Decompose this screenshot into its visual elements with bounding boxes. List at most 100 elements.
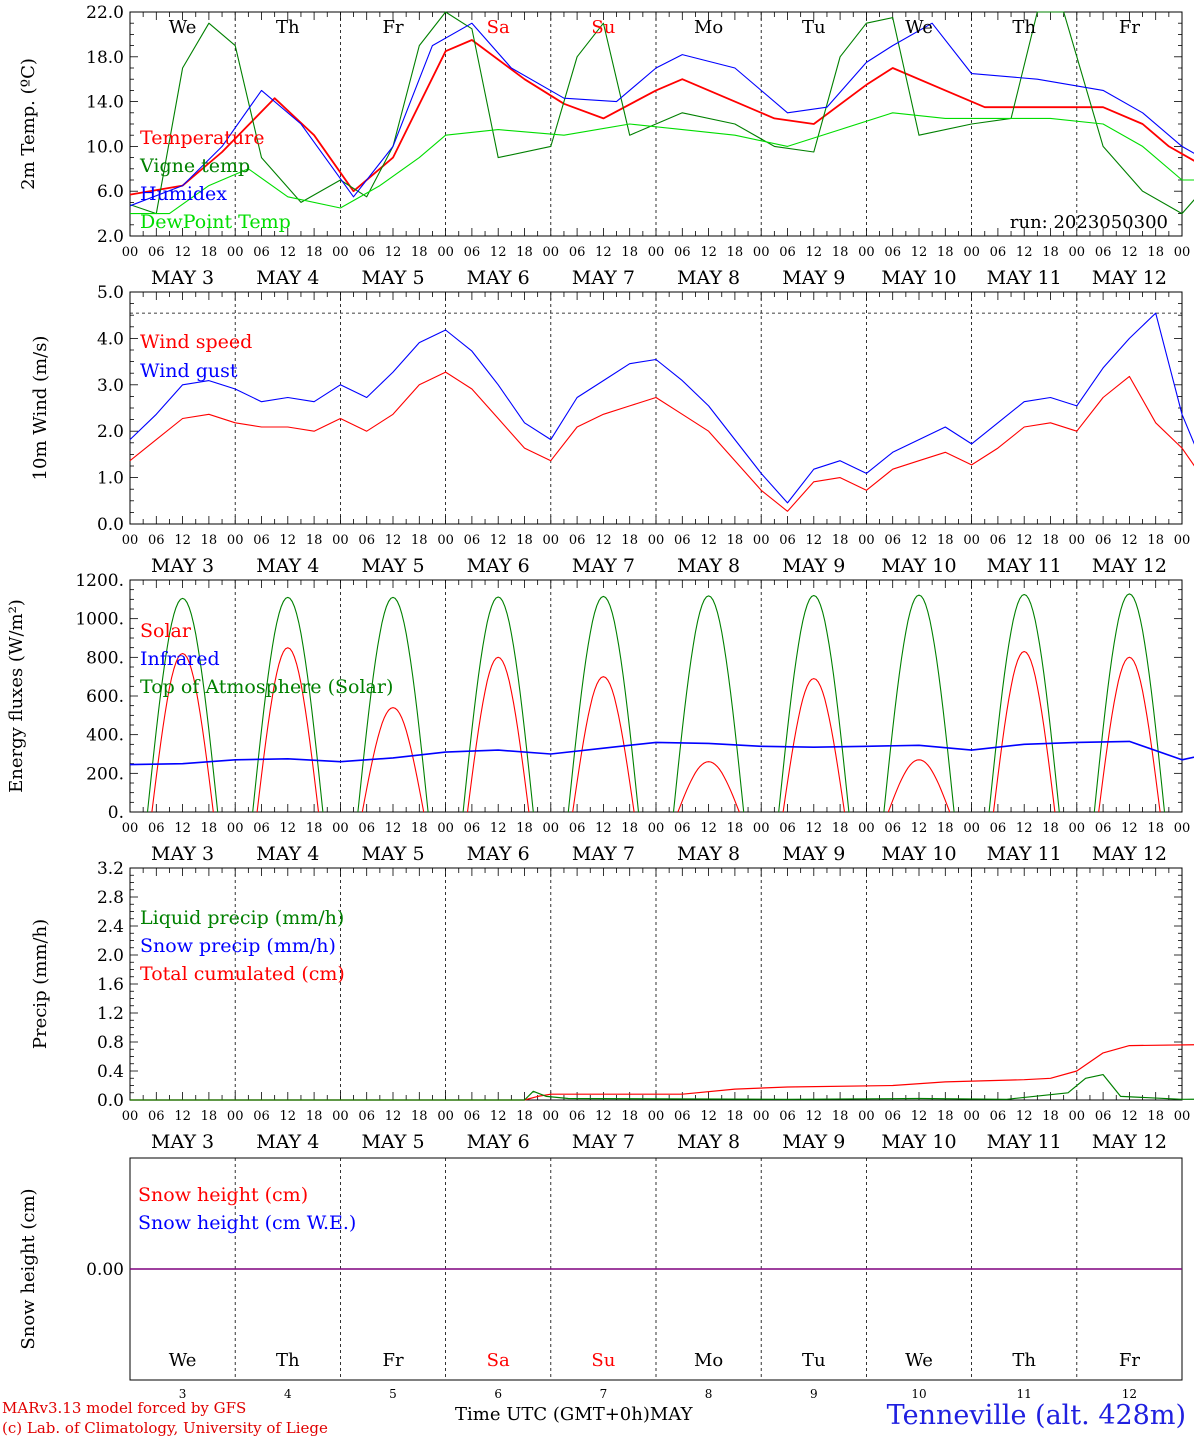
hour-tick-label: 06 — [884, 1109, 901, 1124]
date-label: MAY 7 — [572, 267, 635, 289]
hour-tick-label: 18 — [727, 245, 744, 260]
date-label: MAY 12 — [1092, 843, 1167, 865]
date-label: MAY 8 — [677, 267, 740, 289]
date-label: MAY 12 — [1092, 267, 1167, 289]
date-label: MAY 4 — [256, 267, 319, 289]
y-axis-label: 2m Temp. (ºC) — [18, 58, 39, 190]
hour-tick-label: 00 — [437, 821, 454, 836]
hour-tick-label: 18 — [201, 245, 218, 260]
hour-tick-label: 12 — [1121, 821, 1138, 836]
hour-tick-label: 06 — [569, 1109, 586, 1124]
y-tick-label: 10.0 — [86, 137, 124, 157]
date-label: MAY 10 — [881, 555, 956, 577]
y-tick-label: 2.0 — [97, 946, 124, 966]
hour-tick-label: 00 — [1174, 533, 1191, 548]
hour-tick-label: 00 — [122, 1109, 139, 1124]
weekday-label: Su — [591, 1350, 615, 1371]
hour-tick-label: 06 — [884, 245, 901, 260]
date-label: MAY 12 — [1092, 1131, 1167, 1153]
hour-tick-label: 18 — [621, 821, 638, 836]
hour-tick-label: 00 — [858, 1109, 875, 1124]
y-tick-label: 3.0 — [97, 376, 124, 396]
hour-tick-label: 18 — [1042, 245, 1059, 260]
y-axis-label: 10m Wind (m/s) — [30, 336, 51, 481]
hour-tick-label: 18 — [411, 533, 428, 548]
hour-tick-label: 18 — [201, 821, 218, 836]
day-number-label: 7 — [600, 1387, 608, 1401]
hour-tick-label: 18 — [1147, 1109, 1164, 1124]
hour-tick-label: 00 — [963, 1109, 980, 1124]
hour-tick-label: 18 — [411, 1109, 428, 1124]
weekday-label: Su — [591, 17, 615, 38]
day-number-label: 4 — [284, 1387, 292, 1401]
hour-tick-label: 18 — [306, 245, 323, 260]
xlabel: Time UTC (GMT+0h) — [455, 1404, 650, 1425]
y-tick-label: 800. — [86, 648, 124, 668]
hour-tick-label: 18 — [832, 245, 849, 260]
hour-tick-label: 12 — [595, 533, 612, 548]
hour-tick-label: 18 — [516, 821, 533, 836]
date-label: MAY 7 — [572, 555, 635, 577]
hour-tick-label: 12 — [174, 1109, 191, 1124]
toa-day-curve — [1093, 593, 1166, 813]
hour-tick-label: 18 — [1147, 533, 1164, 548]
hour-tick-label: 00 — [1069, 1109, 1086, 1124]
hour-tick-label: 18 — [1042, 1109, 1059, 1124]
hour-tick-label: 00 — [963, 245, 980, 260]
weekday-label: Sa — [487, 17, 510, 38]
date-label: MAY 8 — [677, 555, 740, 577]
hour-tick-label: 12 — [280, 1109, 297, 1124]
hour-tick-label: 00 — [858, 245, 875, 260]
panel-1: 00 06 12 18 00 06 12 18 00 06 12 18 00 06 12 18 00 06 12 18… — [18, 3, 1194, 289]
hour-tick-label: 00 — [963, 533, 980, 548]
hour-tick-label: 18 — [306, 1109, 323, 1124]
solar-day-curve — [887, 759, 951, 813]
copyright-line: (c) Lab. of Climatology, University of L… — [2, 1419, 328, 1437]
hour-tick-label: 00 — [332, 821, 349, 836]
day-number-label: 8 — [705, 1387, 713, 1401]
hour-tick-label: 18 — [937, 821, 954, 836]
series-liquid-precip-mm-h- — [130, 1074, 1194, 1101]
legend-item: Humidex — [140, 183, 227, 205]
hour-tick-label: 00 — [437, 533, 454, 548]
y-axis-label: Precip (mm/h) — [30, 919, 51, 1049]
hour-tick-label: 12 — [700, 1109, 717, 1124]
hour-tick-label: 12 — [595, 821, 612, 836]
weekday-label: Fr — [1119, 1350, 1140, 1371]
hour-tick-label: 06 — [358, 533, 375, 548]
panel-3: 00 06 12 18 00 06 12 18 00 06 12 18 00 06 12 18 00 06 12 18… — [6, 571, 1194, 865]
date-label: MAY 6 — [467, 555, 530, 577]
footer-credits: MARv3.13 model forced by GFS (c) Lab. of… — [2, 1398, 328, 1438]
y-tick-label: 1.0 — [97, 469, 124, 489]
hour-tick-label: 00 — [437, 1109, 454, 1124]
date-label: MAY 9 — [782, 267, 845, 289]
weekday-label: Th — [1012, 1350, 1036, 1371]
hour-tick-label: 00 — [1174, 1109, 1191, 1124]
hour-tick-label: 06 — [464, 245, 481, 260]
hour-tick-label: 18 — [832, 821, 849, 836]
y-tick-label: 6.0 — [97, 182, 124, 202]
hour-tick-label: 18 — [832, 533, 849, 548]
date-label: MAY 9 — [782, 555, 845, 577]
hour-tick-label: 12 — [1016, 533, 1033, 548]
hour-tick-label: 18 — [937, 1109, 954, 1124]
hour-tick-label: 06 — [464, 533, 481, 548]
legend-item: DewPoint Temp — [140, 211, 291, 233]
date-label: MAY 3 — [151, 555, 214, 577]
hour-tick-label: 12 — [700, 533, 717, 548]
legend-item: Snow height (cm W.E.) — [138, 1212, 356, 1234]
hour-tick-label: 12 — [806, 821, 823, 836]
hour-tick-label: 18 — [306, 821, 323, 836]
weekday-label: Fr — [382, 17, 403, 38]
y-tick-label: 0.8 — [97, 1033, 124, 1053]
date-label: MAY 3 — [151, 1131, 214, 1153]
hour-tick-label: 00 — [1069, 821, 1086, 836]
date-label: MAY 8 — [677, 1131, 740, 1153]
day-number-label: 5 — [389, 1387, 397, 1401]
toa-day-curve — [672, 595, 745, 813]
date-label: MAY 5 — [361, 1131, 424, 1153]
hour-tick-label: 06 — [1095, 821, 1112, 836]
weekday-label: Tu — [802, 1350, 826, 1371]
hour-tick-label: 12 — [806, 533, 823, 548]
hour-tick-label: 06 — [884, 821, 901, 836]
